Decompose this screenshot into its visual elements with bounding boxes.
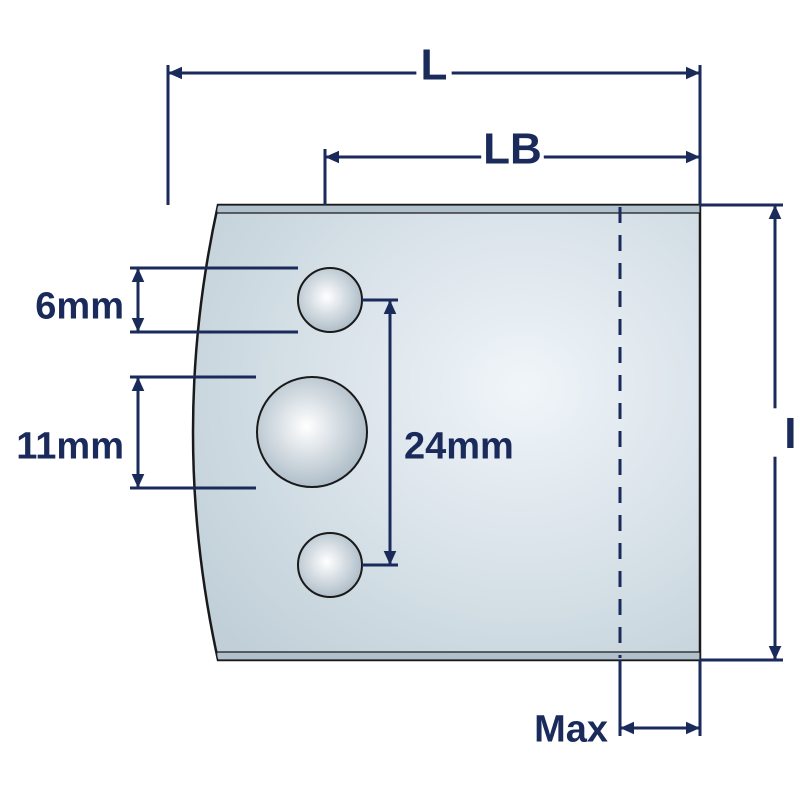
small-hole-top [298, 268, 362, 332]
dim-24mm: 24mm [404, 425, 514, 467]
small-hole-bottom [298, 533, 362, 597]
dim-I: I [784, 409, 796, 458]
dim-LB: LB [483, 125, 542, 174]
dim-11mm: 11mm [16, 425, 124, 467]
engineering-diagram: L LB I 6mm 11mm 24mm Max [0, 0, 800, 800]
large-hole [257, 377, 367, 487]
dim-Max: Max [534, 708, 608, 750]
dim-6mm: 6mm [35, 285, 124, 327]
dim-L: L [421, 41, 448, 90]
